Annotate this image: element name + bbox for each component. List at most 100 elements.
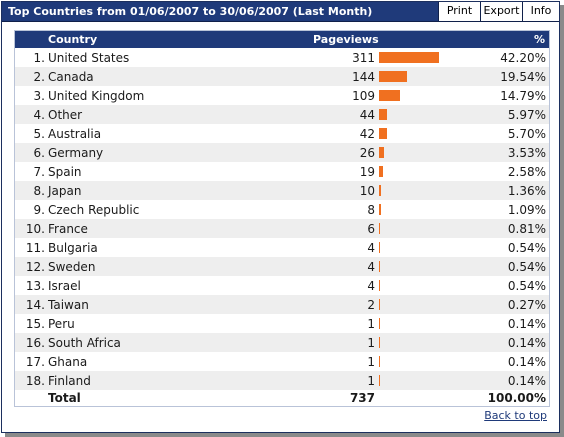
table-row: 13. Israel 4 0.54% — [15, 276, 549, 295]
row-percent: 0.27% — [507, 298, 546, 312]
row-rank: 7. — [33, 165, 45, 179]
row-percent: 0.54% — [507, 260, 546, 274]
row-pageviews-bar — [379, 223, 380, 234]
panel-titlebar: Top Countries from 01/06/2007 to 30/06/2… — [2, 2, 559, 22]
row-pageviews: 311 — [352, 51, 375, 65]
header-pageviews[interactable]: Pageviews — [313, 33, 379, 46]
row-percent: 42.20% — [500, 51, 546, 65]
table-row: 8. Japan 10 1.36% — [15, 181, 549, 200]
row-pageviews-bar — [379, 356, 380, 367]
row-rank: 10. — [25, 222, 45, 236]
table-row: 15. Peru 1 0.14% — [15, 314, 549, 333]
row-country: Sweden — [48, 260, 96, 274]
row-rank: 17. — [25, 355, 45, 369]
table-row: 1. United States 311 42.20% — [15, 48, 549, 67]
print-button[interactable]: Print — [438, 2, 480, 21]
row-pageviews-bar — [379, 318, 380, 329]
row-pageviews: 1 — [367, 355, 375, 369]
row-rank: 3. — [33, 89, 45, 103]
row-country: Israel — [48, 279, 81, 293]
row-pageviews-bar — [379, 166, 383, 177]
row-country: Ghana — [48, 355, 88, 369]
info-button[interactable]: Info — [522, 2, 559, 21]
row-pageviews: 4 — [367, 260, 375, 274]
row-pageviews-bar — [379, 109, 387, 120]
table-row: 7. Spain 19 2.58% — [15, 162, 549, 181]
row-pageviews: 42 — [359, 127, 375, 141]
row-country: Spain — [48, 165, 82, 179]
total-percent: 100.00% — [487, 391, 546, 405]
row-rank: 12. — [25, 260, 45, 274]
row-country: Czech Republic — [48, 203, 140, 217]
top-countries-panel: Top Countries from 01/06/2007 to 30/06/2… — [1, 1, 560, 433]
countries-table: Country Pageviews % 1. United States 311 42… — [14, 30, 550, 407]
table-row: 14. Taiwan 2 0.27% — [15, 295, 549, 314]
row-country: Australia — [48, 127, 102, 141]
row-pageviews: 1 — [367, 336, 375, 350]
row-pageviews: 19 — [359, 165, 375, 179]
row-pageviews-bar — [379, 261, 380, 272]
row-pageviews-bar — [379, 52, 439, 63]
table-row: 12. Sweden 4 0.54% — [15, 257, 549, 276]
row-pageviews-bar — [379, 185, 381, 196]
row-pageviews-bar — [379, 375, 380, 386]
row-percent: 0.14% — [507, 374, 546, 388]
header-country[interactable]: Country — [48, 33, 98, 46]
row-pageviews-bar — [379, 280, 380, 291]
row-pageviews: 1 — [367, 374, 375, 388]
row-percent: 19.54% — [500, 70, 546, 84]
total-pageviews: 737 — [349, 391, 375, 405]
row-percent: 1.09% — [507, 203, 546, 217]
back-to-top-link[interactable]: Back to top — [484, 409, 547, 422]
table-row: 3. United Kingdom 109 14.79% — [15, 86, 549, 105]
row-country: South Africa — [48, 336, 121, 350]
row-pageviews-bar — [379, 299, 380, 310]
table-row: 16. South Africa 1 0.14% — [15, 333, 549, 352]
table-row: 2. Canada 144 19.54% — [15, 67, 549, 86]
row-rank: 13. — [25, 279, 45, 293]
table-row: 4. Other 44 5.97% — [15, 105, 549, 124]
row-percent: 0.54% — [507, 279, 546, 293]
table-row: 6. Germany 26 3.53% — [15, 143, 549, 162]
export-button[interactable]: Export — [480, 2, 522, 21]
row-rank: 18. — [25, 374, 45, 388]
row-percent: 3.53% — [507, 146, 546, 160]
row-pageviews: 4 — [367, 241, 375, 255]
row-percent: 5.97% — [507, 108, 546, 122]
row-pageviews-bar — [379, 90, 400, 101]
row-pageviews: 144 — [352, 70, 375, 84]
row-rank: 11. — [25, 241, 45, 255]
row-country: Germany — [48, 146, 104, 160]
row-rank: 8. — [33, 184, 45, 198]
table-row: 11. Bulgaria 4 0.54% — [15, 238, 549, 257]
row-rank: 9. — [33, 203, 45, 217]
row-percent: 0.14% — [507, 317, 546, 331]
row-percent: 0.14% — [507, 336, 546, 350]
header-percent[interactable]: % — [533, 33, 545, 46]
panel-title: Top Countries from 01/06/2007 to 30/06/2… — [8, 5, 373, 18]
row-country: Canada — [48, 70, 94, 84]
table-header: Country Pageviews % — [15, 31, 549, 48]
row-percent: 1.36% — [507, 184, 546, 198]
row-rank: 4. — [33, 108, 45, 122]
row-percent: 2.58% — [507, 165, 546, 179]
row-country: France — [48, 222, 88, 236]
table-row: 18. Finland 1 0.14% — [15, 371, 549, 390]
row-country: Taiwan — [48, 298, 89, 312]
table-row: 5. Australia 42 5.70% — [15, 124, 549, 143]
row-pageviews: 26 — [359, 146, 375, 160]
row-country: United States — [48, 51, 130, 65]
row-rank: 5. — [33, 127, 45, 141]
row-rank: 1. — [33, 51, 45, 65]
row-country: Japan — [48, 184, 82, 198]
total-row: Total 737 100.00% — [15, 388, 549, 407]
row-pageviews: 10 — [359, 184, 375, 198]
row-pageviews: 109 — [352, 89, 375, 103]
row-country: Peru — [48, 317, 75, 331]
row-country: United Kingdom — [48, 89, 145, 103]
row-pageviews-bar — [379, 128, 387, 139]
row-country: Bulgaria — [48, 241, 98, 255]
row-pageviews-bar — [379, 242, 380, 253]
table-row: 10. France 6 0.81% — [15, 219, 549, 238]
row-pageviews-bar — [379, 71, 407, 82]
